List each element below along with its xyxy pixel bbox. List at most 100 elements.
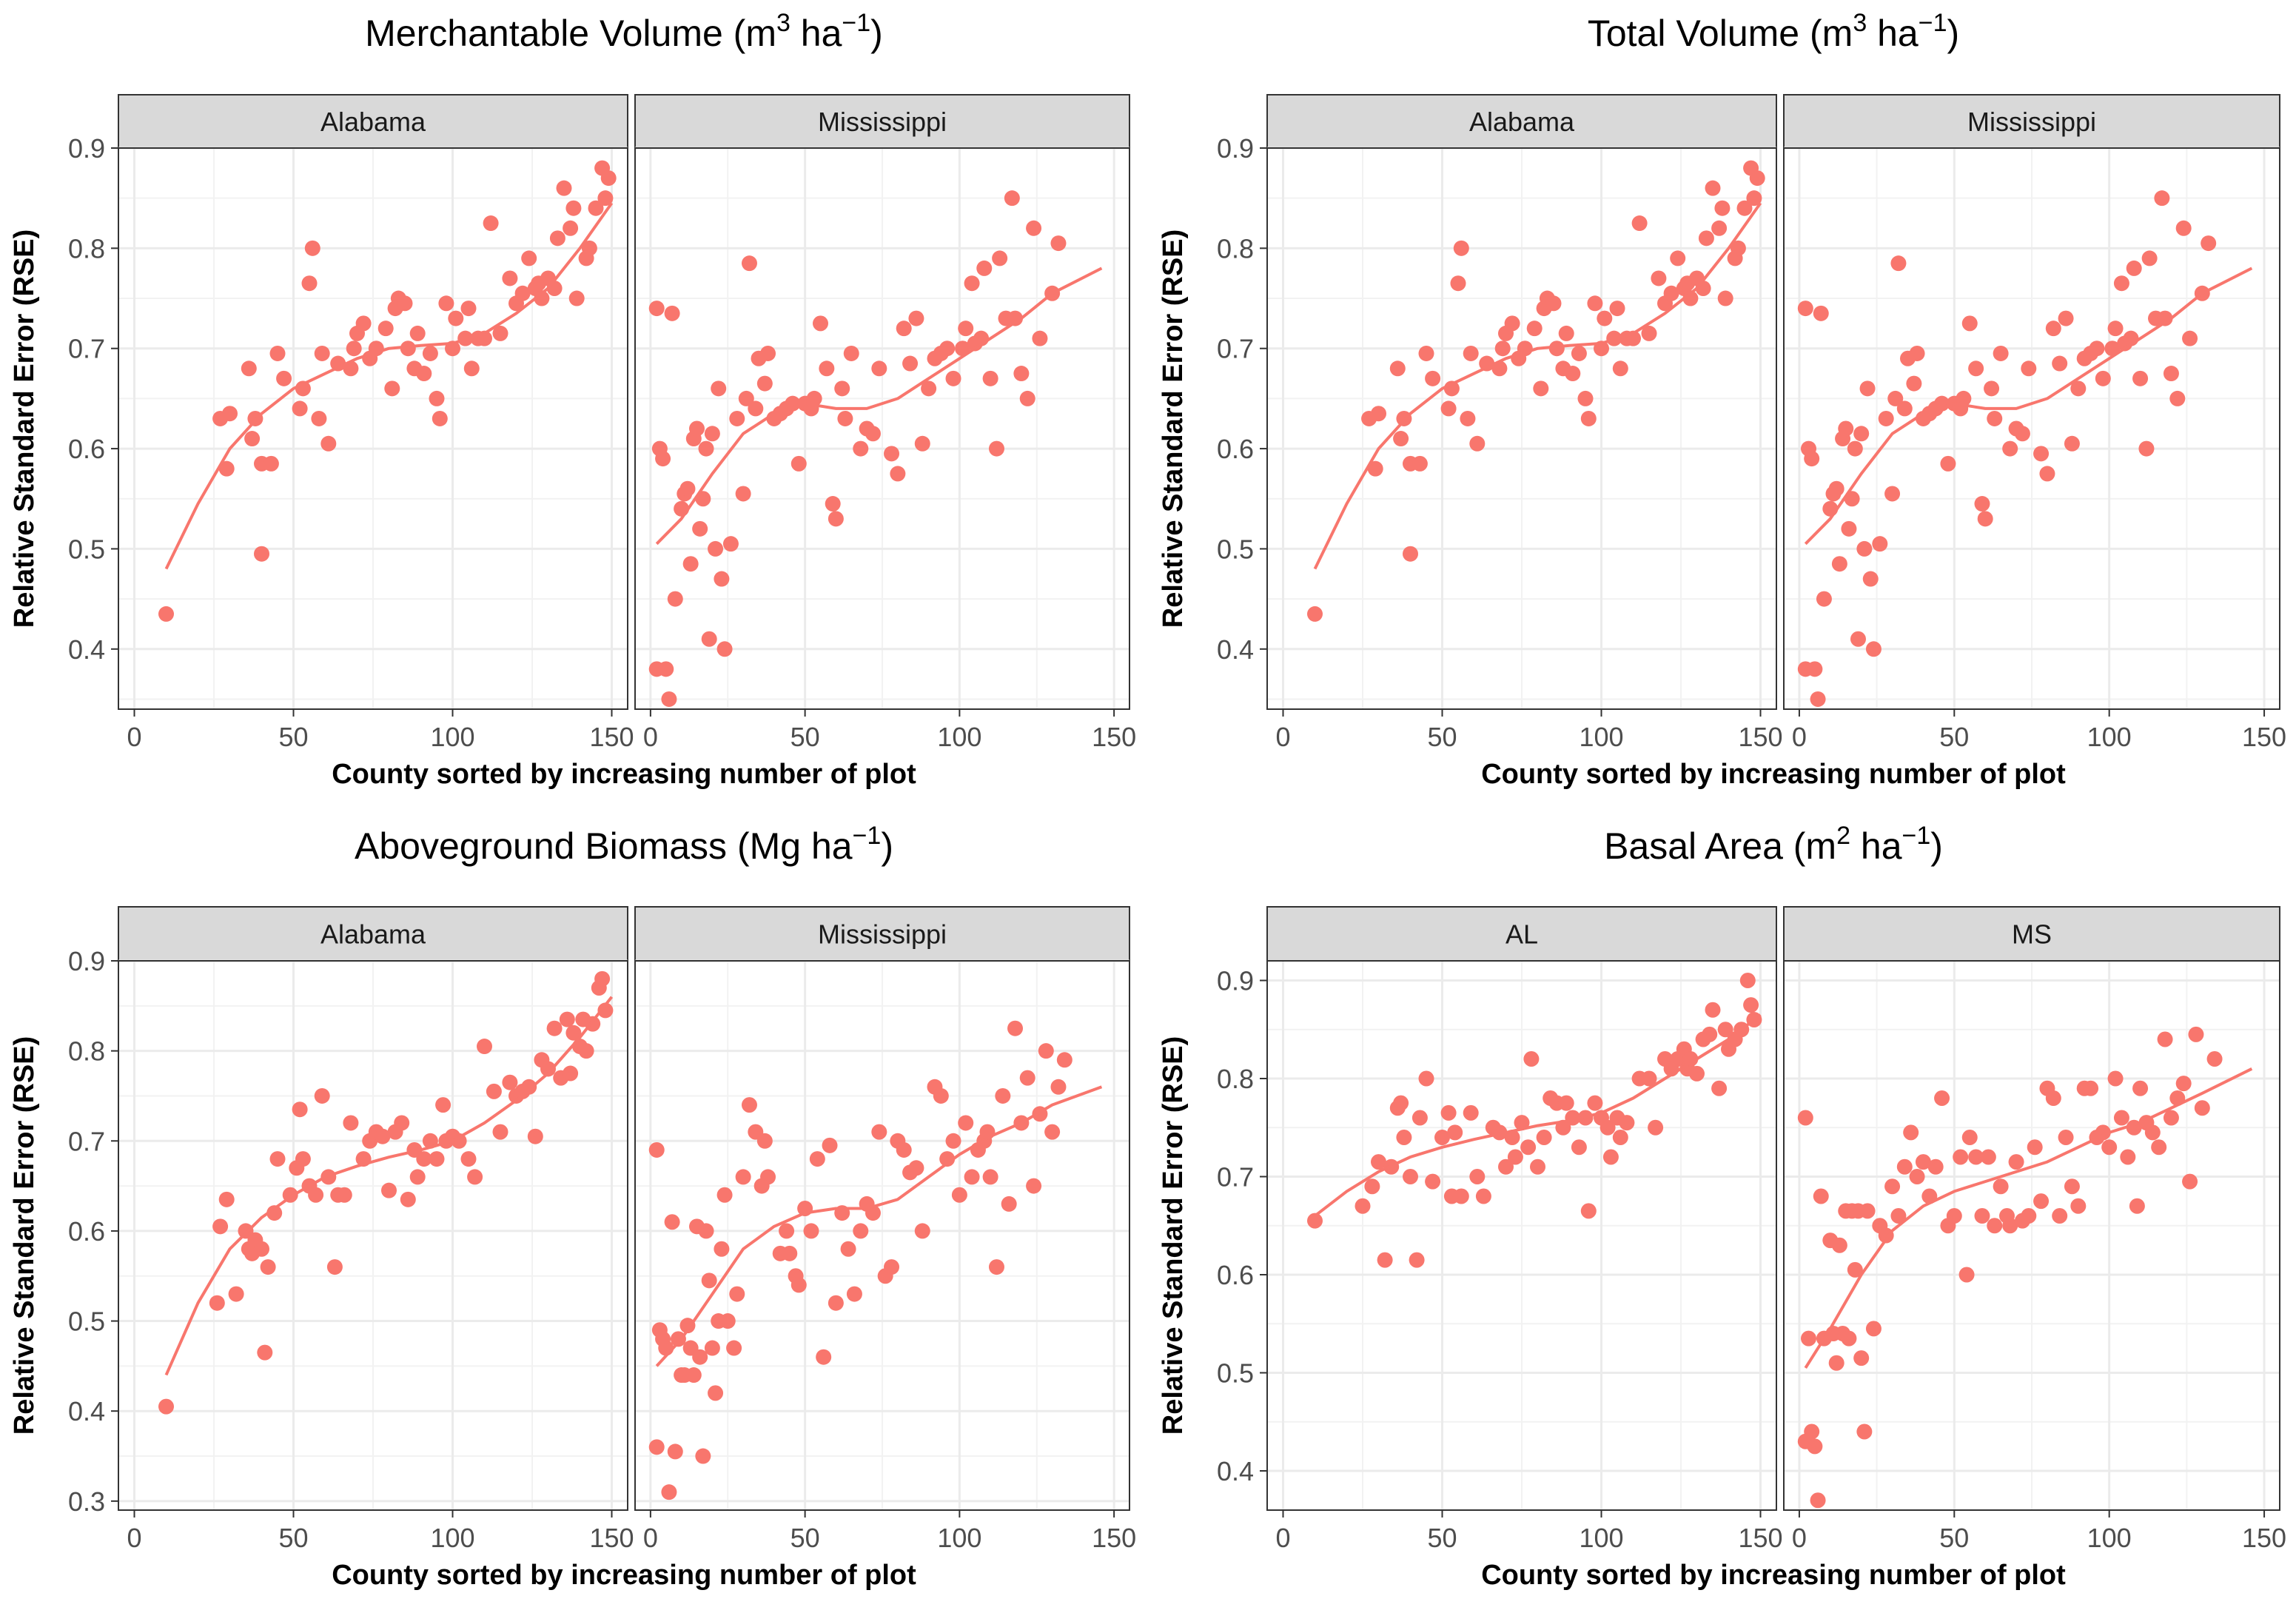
data-point [1514, 1115, 1530, 1131]
data-point [1927, 1158, 1944, 1175]
data-point [1026, 1178, 1042, 1194]
data-point [416, 1151, 432, 1167]
x-tick-label: 100 [430, 1523, 474, 1553]
data-point [951, 1187, 967, 1203]
data-point [1856, 1423, 1873, 1440]
data-point [1520, 1139, 1537, 1156]
facet-panel-mississippi: Mississippi 0 50 100 150 [634, 94, 1136, 752]
data-point [667, 1443, 683, 1460]
data-point [1004, 190, 1020, 207]
panel-border [1783, 960, 2280, 1511]
data-point [1396, 1130, 1412, 1145]
data-point [648, 1141, 665, 1158]
data-point [2095, 370, 2111, 386]
data-point [2021, 361, 2037, 377]
title-superscript: 3 [776, 9, 790, 37]
data-point [1580, 1203, 1597, 1219]
data-point [1807, 661, 1823, 677]
data-point [1698, 230, 1714, 247]
smooth-line [164, 996, 614, 1376]
data-point [394, 1115, 410, 1131]
data-point [228, 1286, 244, 1302]
data-point [563, 1065, 579, 1082]
data-point [218, 1191, 235, 1207]
data-point [209, 1295, 225, 1311]
data-point [846, 1286, 862, 1302]
data-point [311, 410, 327, 426]
data-point [945, 1133, 961, 1149]
data-point [825, 496, 841, 512]
data-point [1440, 1104, 1457, 1121]
data-point [945, 370, 961, 386]
y-axis-label: Relative Standard Error (RSE) [9, 229, 40, 628]
data-point [1479, 355, 1495, 372]
data-point [578, 1043, 594, 1059]
facet-strip-label: Alabama [320, 107, 426, 137]
data-point [1841, 1330, 1857, 1347]
data-point [698, 440, 714, 457]
data-point [1896, 400, 1913, 417]
data-point [1648, 1119, 1664, 1136]
data-point [266, 1205, 283, 1221]
data-point [964, 275, 980, 292]
data-point [871, 1124, 887, 1140]
data-point [1859, 380, 1876, 397]
data-point [521, 250, 537, 266]
data-point [263, 455, 279, 472]
x-tick-label: 50 [1427, 722, 1457, 752]
panel-border [118, 147, 628, 710]
data-point [1371, 406, 1386, 422]
data-point [1958, 1267, 1975, 1283]
data-point [1558, 325, 1574, 341]
data-point [295, 1151, 311, 1167]
data-point [2182, 330, 2198, 346]
data-point [1974, 1208, 1990, 1224]
data-point [988, 440, 1004, 457]
data-point [1896, 1158, 1913, 1175]
data-point [1418, 1070, 1434, 1087]
data-point [1711, 1080, 1728, 1096]
x-tick-label: 0 [1792, 722, 1807, 752]
data-point [692, 520, 708, 537]
data-point [1019, 1070, 1035, 1086]
data-point [716, 1187, 733, 1203]
data-point [460, 1151, 477, 1167]
facet-strip-label: AL [1506, 919, 1538, 950]
data-point [1906, 375, 1922, 392]
data-point [1587, 295, 1603, 312]
data-point [2107, 321, 2124, 337]
data-point [1460, 410, 1476, 426]
data-point [701, 631, 717, 647]
data-point [735, 1169, 751, 1185]
data-point [661, 691, 677, 707]
data-point [1853, 426, 1870, 442]
data-point [1504, 315, 1520, 332]
data-point [1032, 330, 1048, 346]
data-point [546, 1020, 563, 1036]
data-point [689, 420, 705, 437]
data-point [1801, 1330, 1816, 1347]
data-point [1475, 1188, 1491, 1204]
data-point [921, 380, 937, 397]
facet-strip-label: Mississippi [818, 919, 947, 950]
data-point [1816, 591, 1832, 607]
data-point [1393, 1095, 1409, 1111]
panel-border [1266, 147, 1777, 710]
data-point [292, 1101, 308, 1118]
data-point [2002, 440, 2018, 457]
data-point [664, 1214, 680, 1230]
data-point [257, 1344, 273, 1361]
facet-strip-label: Alabama [320, 919, 426, 950]
data-point [1730, 240, 1746, 256]
data-point [995, 1087, 1011, 1104]
data-point [448, 310, 464, 326]
data-point [988, 1259, 1004, 1275]
x-tick-label: 100 [2087, 722, 2132, 752]
facet-panel-alabama: Alabama 0 50 100 150 [118, 94, 634, 752]
data-point [1878, 410, 1894, 426]
data-point [1533, 380, 1549, 397]
data-point [597, 1002, 614, 1019]
data-point [896, 321, 912, 337]
data-point [467, 1169, 483, 1185]
data-point [2188, 1026, 2204, 1042]
